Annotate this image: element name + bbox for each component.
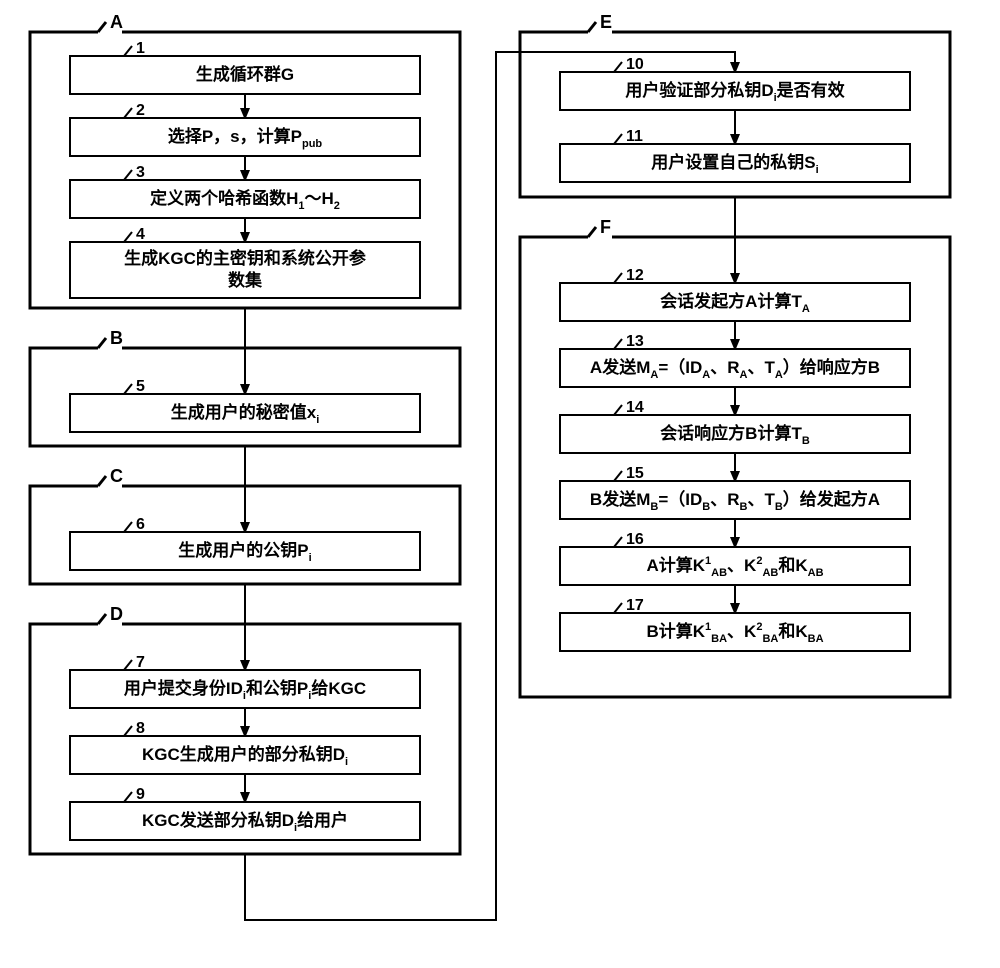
step-number: 11 <box>626 128 643 145</box>
step-number: 14 <box>626 399 644 416</box>
step-text: 用户提交身份IDi和公钥Pi给KGC <box>124 678 366 701</box>
step-number: 13 <box>626 333 644 350</box>
step-number: 4 <box>136 226 145 243</box>
group-label-D: D <box>110 604 123 624</box>
step-number: 15 <box>626 465 644 482</box>
step-text: KGC生成用户的部分私钥Di <box>142 744 348 767</box>
step-text: KGC发送部分私钥Di给用户 <box>142 810 348 833</box>
step-number: 9 <box>136 786 145 803</box>
step-text: 生成KGC的主密钥和系统公开参 <box>124 248 366 268</box>
step-text: 会话响应方B计算TB <box>660 423 810 446</box>
step-number: 12 <box>626 267 644 284</box>
step-text: B发送MB=（IDB、RB、TB）给发起方A <box>590 489 880 512</box>
step-1: 1 生成循环群G <box>70 40 420 94</box>
step-number: 7 <box>136 654 145 671</box>
group-label-C: C <box>110 466 123 486</box>
step-text: A计算K1AB、K2AB和KAB <box>646 555 823 579</box>
step-number: 5 <box>136 378 145 395</box>
step-number: 10 <box>626 56 644 73</box>
step-text: 选择P，s，计算Ppub <box>168 126 323 149</box>
step-text: 用户验证部分私钥Di是否有效 <box>625 80 844 103</box>
step-text: 生成用户的公钥Pi <box>178 540 311 563</box>
step-text: 生成循环群G <box>196 64 294 84</box>
step-text: B计算K1BA、K2BA和KBA <box>646 621 823 645</box>
step-number: 1 <box>136 40 145 57</box>
group-label-F: F <box>600 217 611 237</box>
step-text: 数集 <box>228 270 263 290</box>
step-number: 3 <box>136 164 145 181</box>
group-label-E: E <box>600 12 612 32</box>
step-text: 用户设置自己的私钥Si <box>651 152 818 175</box>
step-number: 16 <box>626 531 644 548</box>
step-text: 生成用户的秘密值xi <box>171 402 320 425</box>
step-number: 8 <box>136 720 145 737</box>
group-label-B: B <box>110 328 123 348</box>
step-number: 17 <box>626 597 644 614</box>
group-label-A: A <box>110 12 123 32</box>
step-text: 定义两个哈希函数H1～H2 <box>150 188 340 211</box>
flowchart-svg: A B C D E F 1 生成循环群G 2 选择P，s，计算Ppub 3 定义两个哈希函数H1～H… <box>0 0 1000 968</box>
step-text: A发送MA=（IDA、RA、TA）给响应方B <box>590 357 880 380</box>
steps-layer: 1 生成循环群G 2 选择P，s，计算Ppub 3 定义两个哈希函数H1～H2 4 生成KGC… <box>70 40 910 840</box>
step-text: 会话发起方A计算TA <box>660 291 810 314</box>
step-number: 6 <box>136 516 145 533</box>
step-number: 2 <box>136 102 145 119</box>
